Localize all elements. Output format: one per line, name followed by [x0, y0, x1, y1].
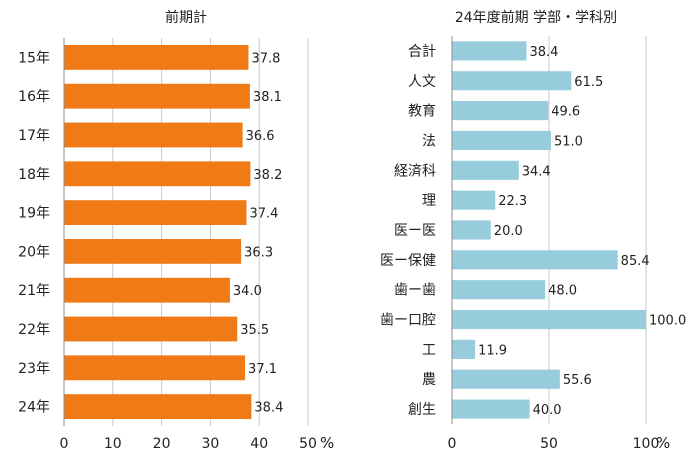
- category-label: 15年: [18, 50, 50, 66]
- chart-title: 24年度前期 学部・学科別: [455, 9, 617, 26]
- unit-label: %: [656, 434, 670, 452]
- value-label: 37.4: [250, 207, 279, 222]
- category-label: 創生: [408, 402, 436, 418]
- value-label: 36.3: [244, 245, 273, 260]
- tick-label: 0: [60, 436, 69, 452]
- category-label: 理: [422, 193, 436, 209]
- bar: [64, 394, 252, 420]
- category-label: 歯ー口腔: [380, 313, 436, 329]
- bar: [64, 316, 238, 342]
- category-label: 教育: [408, 104, 436, 120]
- tick-label: 20: [153, 436, 171, 452]
- value-label: 34.0: [233, 284, 262, 299]
- value-label: 34.4: [522, 164, 551, 179]
- value-label: 55.6: [563, 373, 592, 388]
- value-label: 37.1: [248, 362, 277, 377]
- value-label: 11.9: [478, 343, 507, 358]
- category-label: 医ー保健: [380, 253, 436, 269]
- category-label: 22年: [18, 322, 50, 338]
- tick-label: 100: [633, 436, 660, 452]
- category-label: 19年: [18, 206, 50, 222]
- value-label: 85.4: [621, 254, 650, 269]
- bar: [452, 280, 546, 300]
- bar: [452, 309, 646, 330]
- value-label: 49.6: [551, 105, 580, 120]
- value-label: 40.0: [533, 403, 562, 418]
- bar: [64, 44, 249, 70]
- chart-panel-left: 前期計 15年 37.8 16年 38.1 17年 36.6 18年 38.2 19年 37.4 20…: [18, 9, 334, 452]
- value-label: 51.0: [554, 134, 583, 149]
- category-label: 23年: [18, 361, 50, 377]
- category-label: 17年: [18, 128, 50, 144]
- bar: [452, 71, 572, 91]
- bar: [64, 83, 250, 109]
- bar: [452, 399, 530, 419]
- value-label: 22.3: [498, 194, 527, 209]
- value-label: 38.4: [529, 45, 558, 60]
- category-label: 21年: [18, 283, 50, 299]
- category-label: 24年: [18, 400, 50, 416]
- bar: [452, 41, 527, 61]
- bar: [452, 220, 491, 240]
- bar: [64, 238, 242, 264]
- bar: [452, 160, 519, 180]
- value-label: 38.2: [253, 168, 282, 183]
- bar: [452, 101, 549, 121]
- tick-label: 10: [104, 436, 122, 452]
- tick-label: 0: [448, 436, 457, 452]
- value-label: 35.5: [240, 323, 269, 338]
- value-label: 61.5: [574, 75, 603, 90]
- value-label: 100.0: [649, 314, 686, 329]
- value-label: 38.1: [253, 90, 282, 105]
- category-label: 歯ー歯: [394, 283, 436, 299]
- category-label: 農: [422, 372, 436, 388]
- bar: [64, 200, 247, 226]
- value-label: 36.6: [246, 129, 275, 144]
- tick-label: 40: [250, 436, 268, 452]
- value-label: 20.0: [494, 224, 523, 239]
- value-label: 48.0: [548, 284, 577, 299]
- category-label: 経済科: [394, 163, 436, 179]
- category-label: 18年: [18, 167, 50, 183]
- category-label: 工: [422, 342, 436, 358]
- value-label: 38.4: [254, 401, 283, 416]
- bar: [64, 355, 246, 381]
- bar: [64, 122, 243, 148]
- category-label: 合計: [408, 44, 436, 60]
- bar: [64, 161, 251, 187]
- category-label: 16年: [18, 89, 50, 105]
- category-label: 20年: [18, 244, 50, 260]
- category-label: 医ー医: [394, 223, 436, 239]
- unit-label: %: [320, 434, 334, 452]
- tick-label: 50: [540, 436, 558, 452]
- tick-label: 50: [299, 436, 317, 452]
- chart-title: 前期計: [165, 9, 207, 26]
- tick-label: 30: [201, 436, 219, 452]
- bar: [452, 339, 476, 359]
- bar: [452, 190, 496, 210]
- bar: [452, 250, 618, 270]
- bar: [64, 277, 230, 303]
- category-label: 人文: [408, 74, 436, 90]
- value-label: 37.8: [251, 51, 280, 66]
- bar: [452, 369, 560, 389]
- bar: [452, 130, 551, 151]
- category-label: 法: [422, 133, 436, 149]
